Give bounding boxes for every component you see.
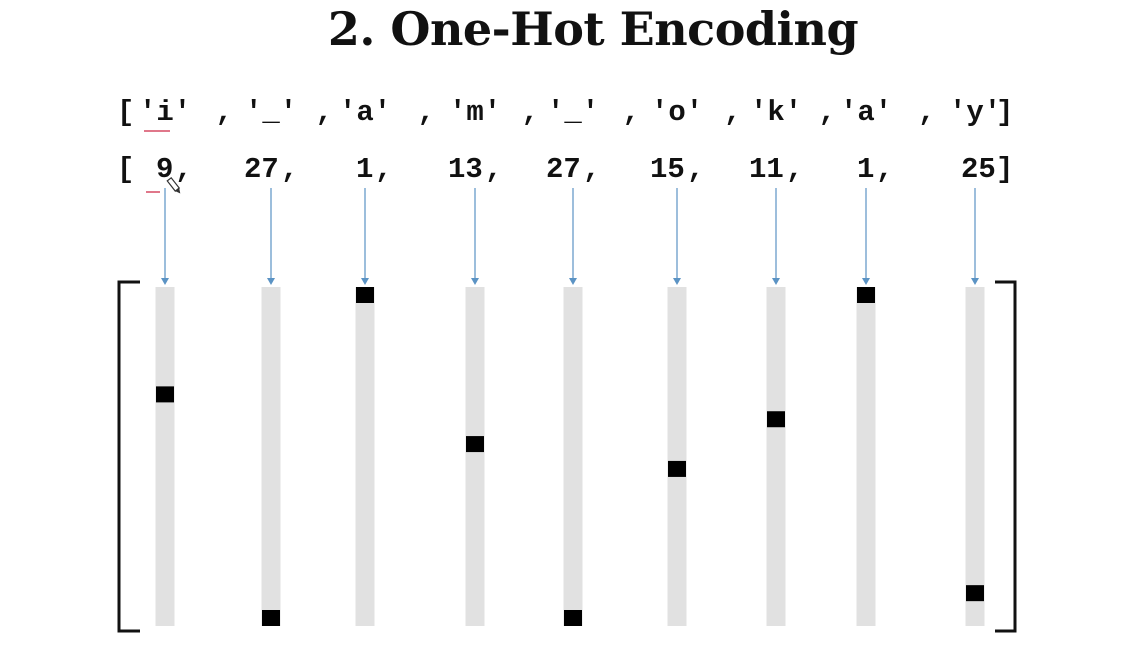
char-item: 'm' <box>449 96 502 129</box>
page-title: 2. One-Hot Encoding <box>327 2 859 56</box>
hot-cell <box>356 287 374 303</box>
hot-cell <box>262 610 280 626</box>
one-hot-vector-bar <box>766 287 786 626</box>
index-item: 27 <box>244 153 279 186</box>
arrow-head <box>161 278 169 285</box>
highlight-underline-char <box>144 130 170 132</box>
char-separator: , <box>818 96 836 129</box>
char-separator: , <box>521 96 539 129</box>
index-item: 1 <box>356 153 374 186</box>
one-hot-vector-bar <box>355 287 375 626</box>
hot-cell <box>564 610 582 626</box>
hot-cell <box>767 411 785 428</box>
index-separator: , <box>786 153 804 186</box>
index-item: 25 <box>961 153 996 186</box>
arrow-head <box>267 278 275 285</box>
char-separator: , <box>724 96 742 129</box>
index-item: 1 <box>857 153 875 186</box>
arrow-head <box>361 278 369 285</box>
arrow-head <box>673 278 681 285</box>
char-item: 'a' <box>339 96 392 129</box>
char-close-bracket: ] <box>996 96 1014 129</box>
hot-cell <box>668 460 686 477</box>
highlight-underline-index <box>146 191 160 193</box>
one-hot-vector-bar <box>856 287 876 626</box>
index-item: 15 <box>650 153 685 186</box>
index-separator: , <box>876 153 894 186</box>
arrow-head <box>471 278 479 285</box>
hot-cell <box>857 287 875 303</box>
arrow-head <box>569 278 577 285</box>
index-separator: , <box>375 153 393 186</box>
right-matrix-bracket <box>995 280 1017 633</box>
one-hot-vector-bar <box>155 287 175 626</box>
index-separator: , <box>687 153 705 186</box>
hot-cell <box>966 585 984 602</box>
char-separator: , <box>315 96 333 129</box>
char-item: '_' <box>245 96 298 129</box>
char-separator: , <box>417 96 435 129</box>
char-item: 'k' <box>750 96 803 129</box>
index-separator: , <box>175 153 193 186</box>
index-item: 27 <box>546 153 581 186</box>
char-separator: , <box>215 96 233 129</box>
index-item: 13 <box>448 153 483 186</box>
one-hot-vector-bar <box>965 287 985 626</box>
index-close-bracket: ] <box>996 153 1014 186</box>
char-item: 'o' <box>651 96 704 129</box>
arrow-head <box>862 278 870 285</box>
hot-cell <box>466 436 484 453</box>
index-item: 11 <box>749 153 784 186</box>
index-separator: , <box>485 153 503 186</box>
hot-cell <box>156 386 174 403</box>
char-separator: , <box>622 96 640 129</box>
char-item: 'a' <box>840 96 893 129</box>
one-hot-vector-bar <box>465 287 485 626</box>
char-item: '_' <box>547 96 600 129</box>
one-hot-vector-bar <box>667 287 687 626</box>
arrow-head <box>971 278 979 285</box>
one-hot-vectors <box>155 287 985 626</box>
one-hot-vector-bar <box>261 287 281 626</box>
char-separator: , <box>918 96 936 129</box>
one-hot-vector-bar <box>563 287 583 626</box>
arrows <box>161 188 979 285</box>
left-matrix-bracket <box>117 280 140 633</box>
index-item: 9 <box>156 153 174 186</box>
pen-cursor-icon <box>166 176 181 194</box>
char-item: 'y' <box>949 96 1002 129</box>
char-open-bracket: [ <box>117 96 135 129</box>
arrow-head <box>772 278 780 285</box>
index-separator: , <box>281 153 299 186</box>
index-separator: , <box>583 153 601 186</box>
index-open-bracket: [ <box>117 153 135 186</box>
char-item: 'i' <box>139 96 192 129</box>
